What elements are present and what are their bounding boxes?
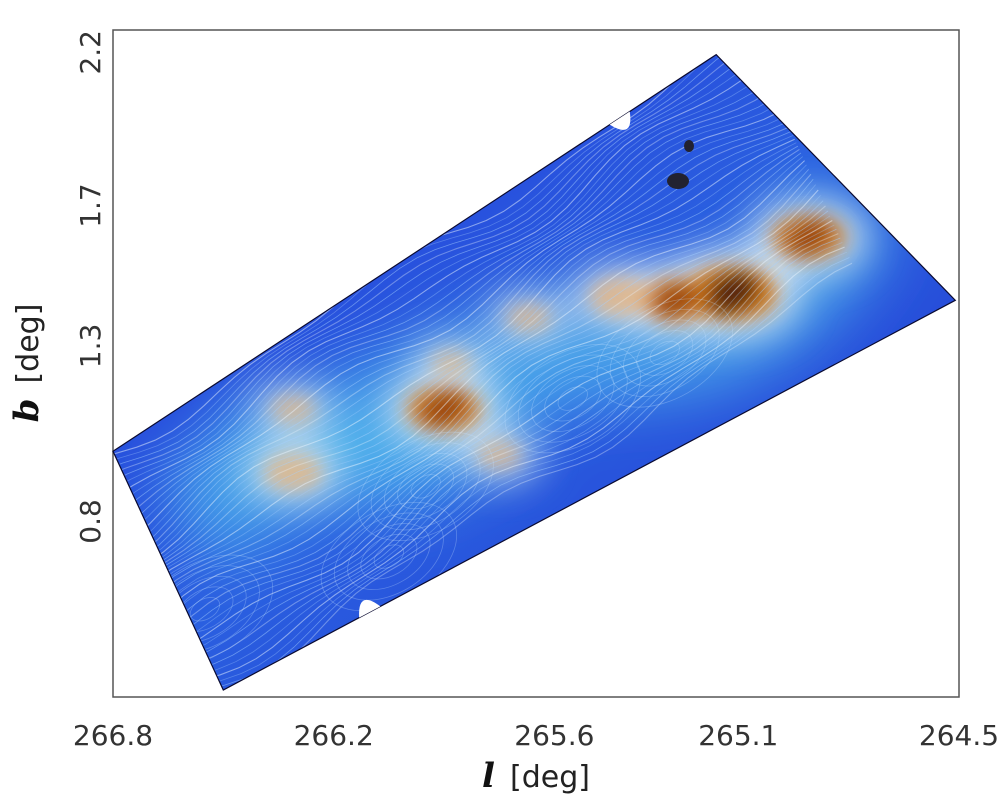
y-tick-label: 0.8 (74, 499, 107, 544)
y-axis-symbol: b (7, 399, 47, 423)
y-axis-label: b [deg] (7, 304, 47, 423)
emission-layer (113, 54, 898, 691)
streamline (187, 257, 850, 691)
streamline (113, 66, 762, 509)
streamline (113, 58, 758, 501)
intensity-map (112, 53, 957, 691)
streamline (168, 220, 833, 658)
x-axis: 266.8 266.2 265.6 265.1 264.5 (73, 719, 999, 752)
streamline-swirl (531, 365, 615, 433)
streamline (158, 200, 824, 636)
streamline-swirl (189, 597, 221, 622)
streamline (123, 121, 787, 560)
streamline (113, 89, 773, 531)
streamline-swirl (333, 512, 444, 601)
clump-warm (589, 277, 652, 316)
streamline (113, 74, 766, 516)
streamline-swirl (357, 431, 494, 542)
streamline-swirl (373, 544, 405, 569)
x-tick-label: 265.6 (514, 719, 594, 752)
streamline (113, 54, 749, 479)
streamline (156, 195, 821, 631)
y-axis-unit: [deg] (11, 304, 46, 384)
streamline-swirl (397, 463, 455, 510)
streamline (163, 210, 829, 647)
streamline (153, 189, 819, 625)
streamline (184, 251, 848, 691)
streamline-swirl (623, 319, 707, 387)
streamline-swirl (557, 386, 588, 411)
streamline-swirl (384, 452, 468, 520)
streamline (175, 233, 839, 672)
y-axis: 0.8 1.3 1.7 2.2 (74, 30, 107, 544)
x-axis-label: l [deg] (482, 756, 590, 794)
x-tick-label: 265.1 (698, 719, 778, 752)
streamline-swirl (636, 330, 694, 376)
streamline (138, 160, 805, 594)
streamline (129, 138, 795, 574)
plot-frame-box (112, 29, 960, 698)
streamline (179, 242, 843, 682)
streamline (143, 169, 809, 603)
streamline (182, 246, 845, 687)
x-tick-label: 266.8 (73, 719, 153, 752)
dark-blob-small (684, 140, 694, 152)
streamline-swirl (370, 442, 481, 531)
streamline (135, 152, 802, 586)
streamline (141, 164, 807, 598)
streamline-swirl (347, 523, 431, 590)
streamline (120, 116, 785, 555)
streamline (148, 179, 814, 614)
streamline (161, 205, 826, 642)
x-tick-label: 264.5 (919, 719, 999, 752)
streamline (113, 54, 755, 493)
streamline-swirl (596, 298, 733, 408)
streamline (170, 224, 835, 662)
notch-bottom (359, 599, 381, 618)
streamline-swirl (609, 308, 720, 397)
streamline-swirl (544, 375, 602, 422)
streamline-swirl (360, 533, 418, 580)
streamline (150, 184, 817, 619)
streamline (131, 142, 797, 577)
clump-core (653, 282, 699, 318)
streamline (118, 110, 782, 550)
footprint-outline (112, 53, 957, 691)
streamline (166, 215, 831, 653)
clump-warm (477, 440, 522, 469)
streamline (189, 262, 853, 691)
streamline-swirl (504, 343, 641, 454)
streamline-swirl (517, 354, 628, 443)
streamline (128, 135, 794, 571)
clump-core (702, 271, 760, 316)
clump-warm (506, 303, 551, 332)
x-axis-symbol: l (482, 756, 495, 794)
streamline (126, 131, 792, 567)
plot-frame (112, 29, 960, 698)
streamline-swirl (649, 340, 680, 366)
streamline (133, 148, 800, 583)
y-tick-label: 1.3 (74, 324, 107, 369)
streamline (177, 237, 841, 677)
streamline (172, 228, 837, 667)
streamline (113, 96, 776, 538)
x-tick-label: 266.2 (294, 719, 374, 752)
streamline (113, 54, 752, 486)
streamline-swirl (410, 474, 441, 499)
x-axis-unit: [deg] (510, 760, 590, 794)
streamline (115, 103, 779, 544)
streamline (137, 156, 803, 590)
streamline (145, 173, 812, 608)
streamline (132, 145, 799, 580)
streamline (113, 81, 769, 524)
notch-top (609, 111, 631, 130)
dark-blob-large (667, 173, 689, 189)
y-tick-label: 2.2 (74, 30, 107, 75)
y-tick-label: 1.7 (74, 183, 107, 228)
